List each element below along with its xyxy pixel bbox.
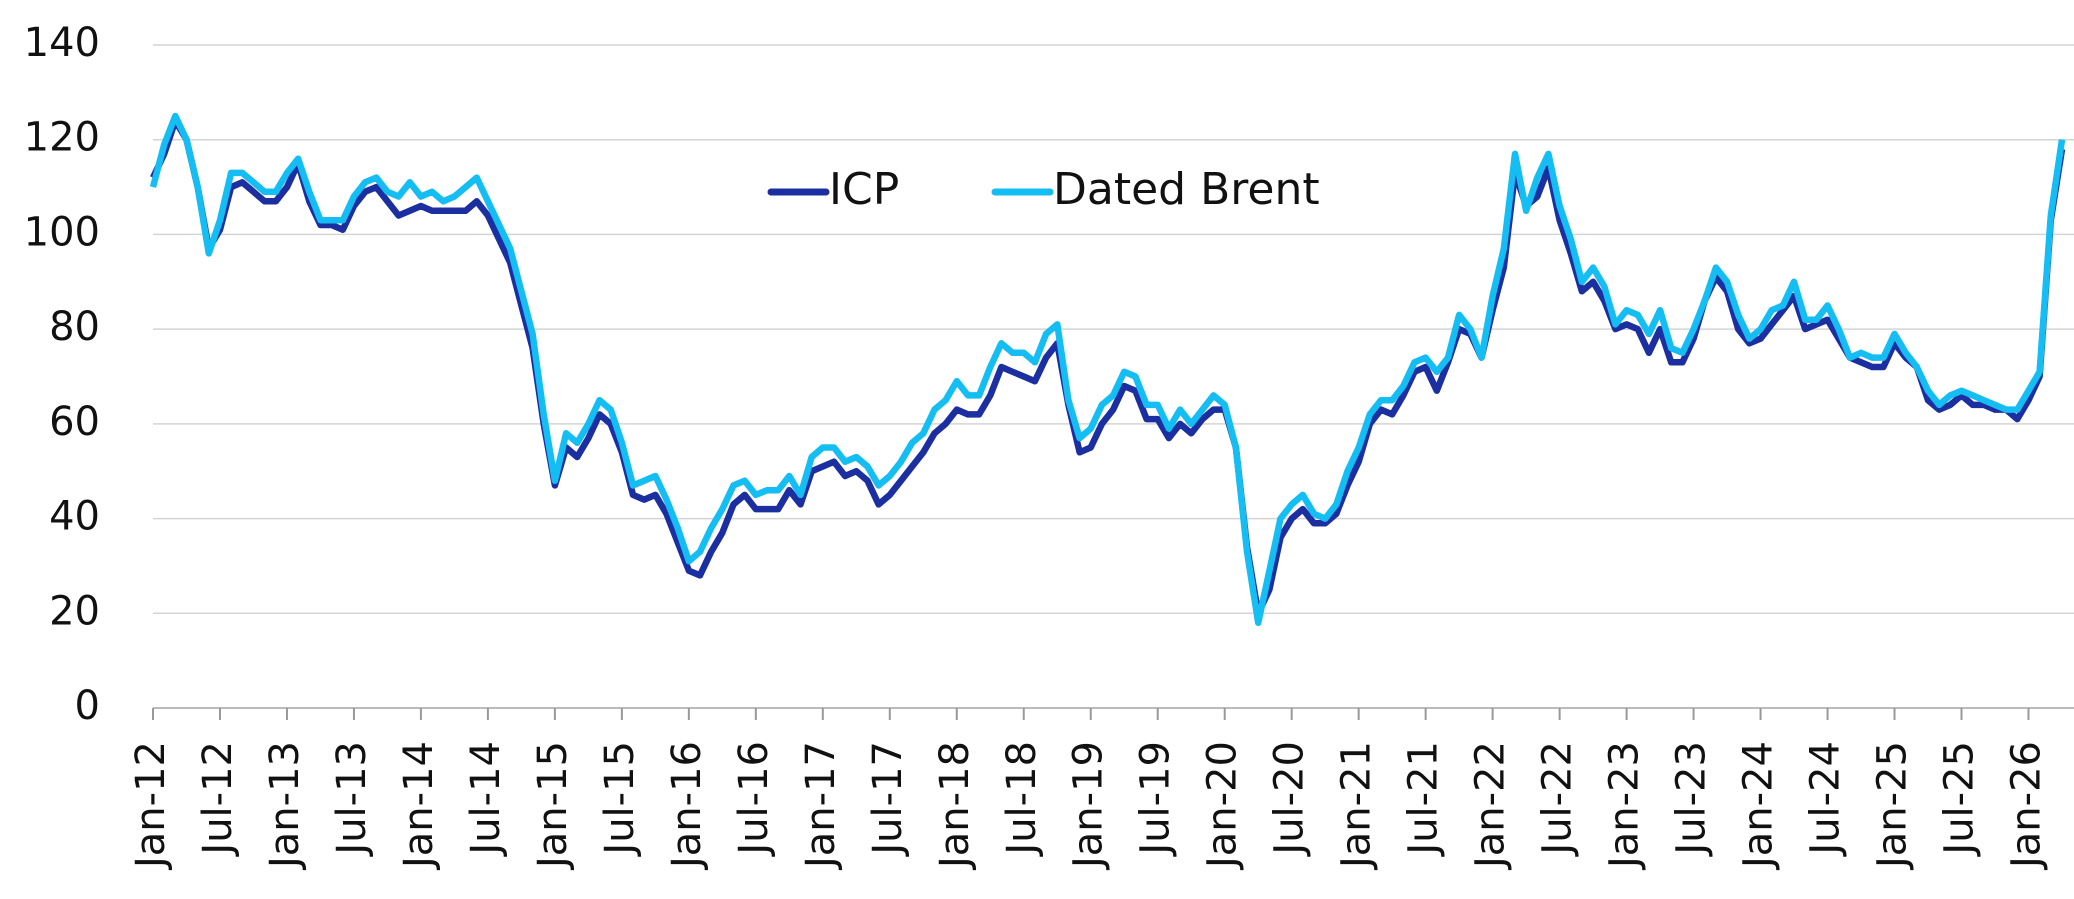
x-tick-label: Jul-24 xyxy=(1803,741,1849,858)
x-tick-label: Jul-14 xyxy=(463,741,509,858)
x-tick-label: Jan-22 xyxy=(1468,741,1514,871)
x-tick-label: Jan-13 xyxy=(262,741,308,871)
x-tick-label: Jul-12 xyxy=(195,741,241,858)
x-tick-label: Jan-24 xyxy=(1736,741,1782,871)
x-tick-label: Jul-13 xyxy=(329,741,375,858)
x-tick-label: Jul-19 xyxy=(1133,741,1179,858)
x-tick-label: Jan-23 xyxy=(1602,741,1648,871)
x-tick-label: Jan-17 xyxy=(798,741,844,871)
y-tick-label: 120 xyxy=(24,115,100,161)
x-tick-label: Jan-15 xyxy=(530,741,576,871)
x-tick-label: Jan-19 xyxy=(1066,741,1112,871)
y-tick-label: 20 xyxy=(49,588,100,634)
x-tick-label: Jul-17 xyxy=(865,741,911,858)
series-line xyxy=(149,112,2066,627)
x-tick-label: Jul-15 xyxy=(597,741,643,858)
x-tick-label: Jan-12 xyxy=(128,741,174,871)
legend-label: ICP xyxy=(829,164,899,215)
legend-label: Dated Brent xyxy=(1053,164,1320,215)
x-tick-label: Jul-23 xyxy=(1669,741,1715,858)
y-tick-label: 0 xyxy=(75,683,100,729)
x-tick-label: Jul-16 xyxy=(731,741,777,858)
x-tick-label: Jul-21 xyxy=(1401,741,1447,858)
y-tick-label: 60 xyxy=(49,399,100,445)
x-tick-label: Jul-20 xyxy=(1267,741,1313,858)
x-tick-label: Jan-26 xyxy=(2003,741,2049,871)
x-tick-label: Jul-18 xyxy=(999,741,1045,858)
x-tick-label: Jan-16 xyxy=(664,741,710,871)
y-tick-label: 40 xyxy=(49,494,100,540)
x-tick-label: Jul-22 xyxy=(1535,741,1581,858)
x-tick-label: Jan-25 xyxy=(1870,741,1916,871)
x-tick-label: Jan-21 xyxy=(1334,741,1380,871)
y-tick-label: 100 xyxy=(24,209,100,255)
series-line xyxy=(150,117,2066,617)
x-tick-label: Jan-18 xyxy=(932,741,978,871)
x-tick-label: Jan-20 xyxy=(1200,741,1246,871)
y-tick-label: 140 xyxy=(24,20,100,66)
y-tick-label: 80 xyxy=(49,304,100,350)
x-tick-label: Jul-25 xyxy=(1937,741,1983,858)
x-tick-label: Jan-14 xyxy=(396,741,442,871)
